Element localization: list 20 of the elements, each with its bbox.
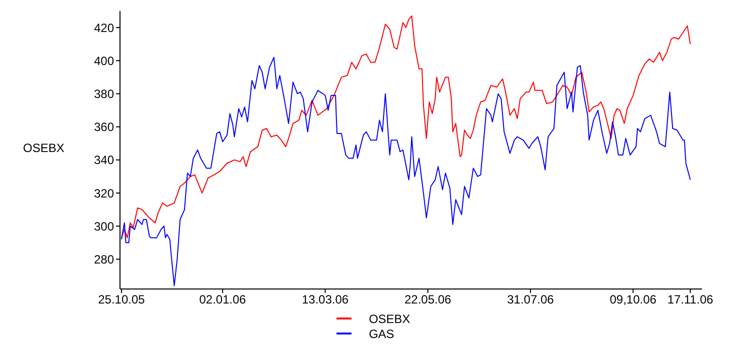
- x-tick-label: 17.11.06: [667, 292, 714, 307]
- y-tick-label: 380: [94, 87, 114, 101]
- x-tick-label: 25.10.05: [98, 292, 146, 307]
- y-tick-label: 300: [94, 219, 114, 234]
- x-tick-label: 31.07.06: [507, 292, 554, 307]
- y-tick-label: 280: [94, 252, 114, 266]
- y-axis-title: OSEBX: [23, 141, 64, 155]
- x-tick-label: 02.01.06: [199, 292, 246, 307]
- line-series: [120, 15, 691, 238]
- y-tick-label: 400: [94, 54, 114, 68]
- legend-label: GAS: [368, 326, 394, 340]
- legend-label: OSEBX: [368, 312, 410, 326]
- x-tick-label: 09,10.06: [610, 292, 657, 307]
- y-tick-label: 420: [94, 20, 114, 35]
- y-tick-label: 340: [94, 153, 114, 168]
- x-tick-label: 22.05.06: [404, 292, 452, 307]
- line-series: [120, 56, 691, 286]
- y-tick-label: 360: [94, 120, 114, 134]
- x-tick-label: 13.03.06: [302, 292, 349, 307]
- y-tick-label: 320: [94, 186, 114, 200]
